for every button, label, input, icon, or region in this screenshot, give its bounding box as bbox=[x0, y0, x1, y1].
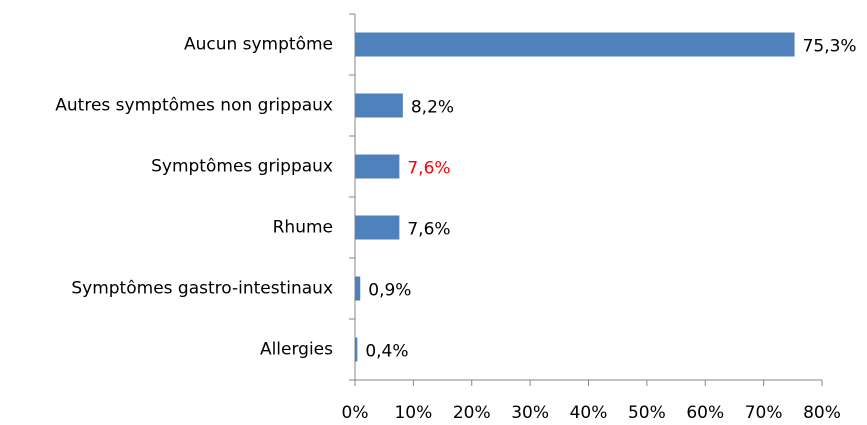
value-label: 75,3% bbox=[803, 37, 857, 57]
x-tick-label: 20% bbox=[453, 403, 491, 423]
value-label: 0,4% bbox=[365, 342, 408, 362]
y-tick-label: Allergies bbox=[260, 340, 333, 360]
x-tick-label: 30% bbox=[511, 403, 549, 423]
bar bbox=[355, 93, 403, 118]
bar bbox=[355, 215, 400, 240]
value-label: 0,9% bbox=[368, 281, 411, 301]
y-tick-label: Symptômes grippaux bbox=[151, 157, 333, 177]
x-tick-label: 60% bbox=[686, 403, 724, 423]
bar bbox=[355, 276, 361, 301]
y-tick-label: Aucun symptôme bbox=[184, 35, 333, 55]
y-tick-label: Autres symptômes non grippaux bbox=[55, 96, 333, 116]
y-tick-label: Symptômes gastro-intestinaux bbox=[71, 279, 333, 299]
bar bbox=[355, 154, 400, 179]
x-tick-label: 10% bbox=[394, 403, 432, 423]
value-label: 7,6% bbox=[407, 220, 450, 240]
bar bbox=[355, 32, 795, 57]
y-tick-label: Rhume bbox=[273, 218, 333, 238]
value-label: 7,6% bbox=[407, 159, 450, 179]
x-tick-label: 40% bbox=[570, 403, 608, 423]
x-tick-label: 0% bbox=[342, 403, 369, 423]
x-tick-label: 50% bbox=[628, 403, 666, 423]
value-label: 8,2% bbox=[411, 98, 454, 118]
x-tick-label: 70% bbox=[745, 403, 783, 423]
bar bbox=[355, 337, 358, 362]
x-tick-label: 80% bbox=[803, 403, 841, 423]
